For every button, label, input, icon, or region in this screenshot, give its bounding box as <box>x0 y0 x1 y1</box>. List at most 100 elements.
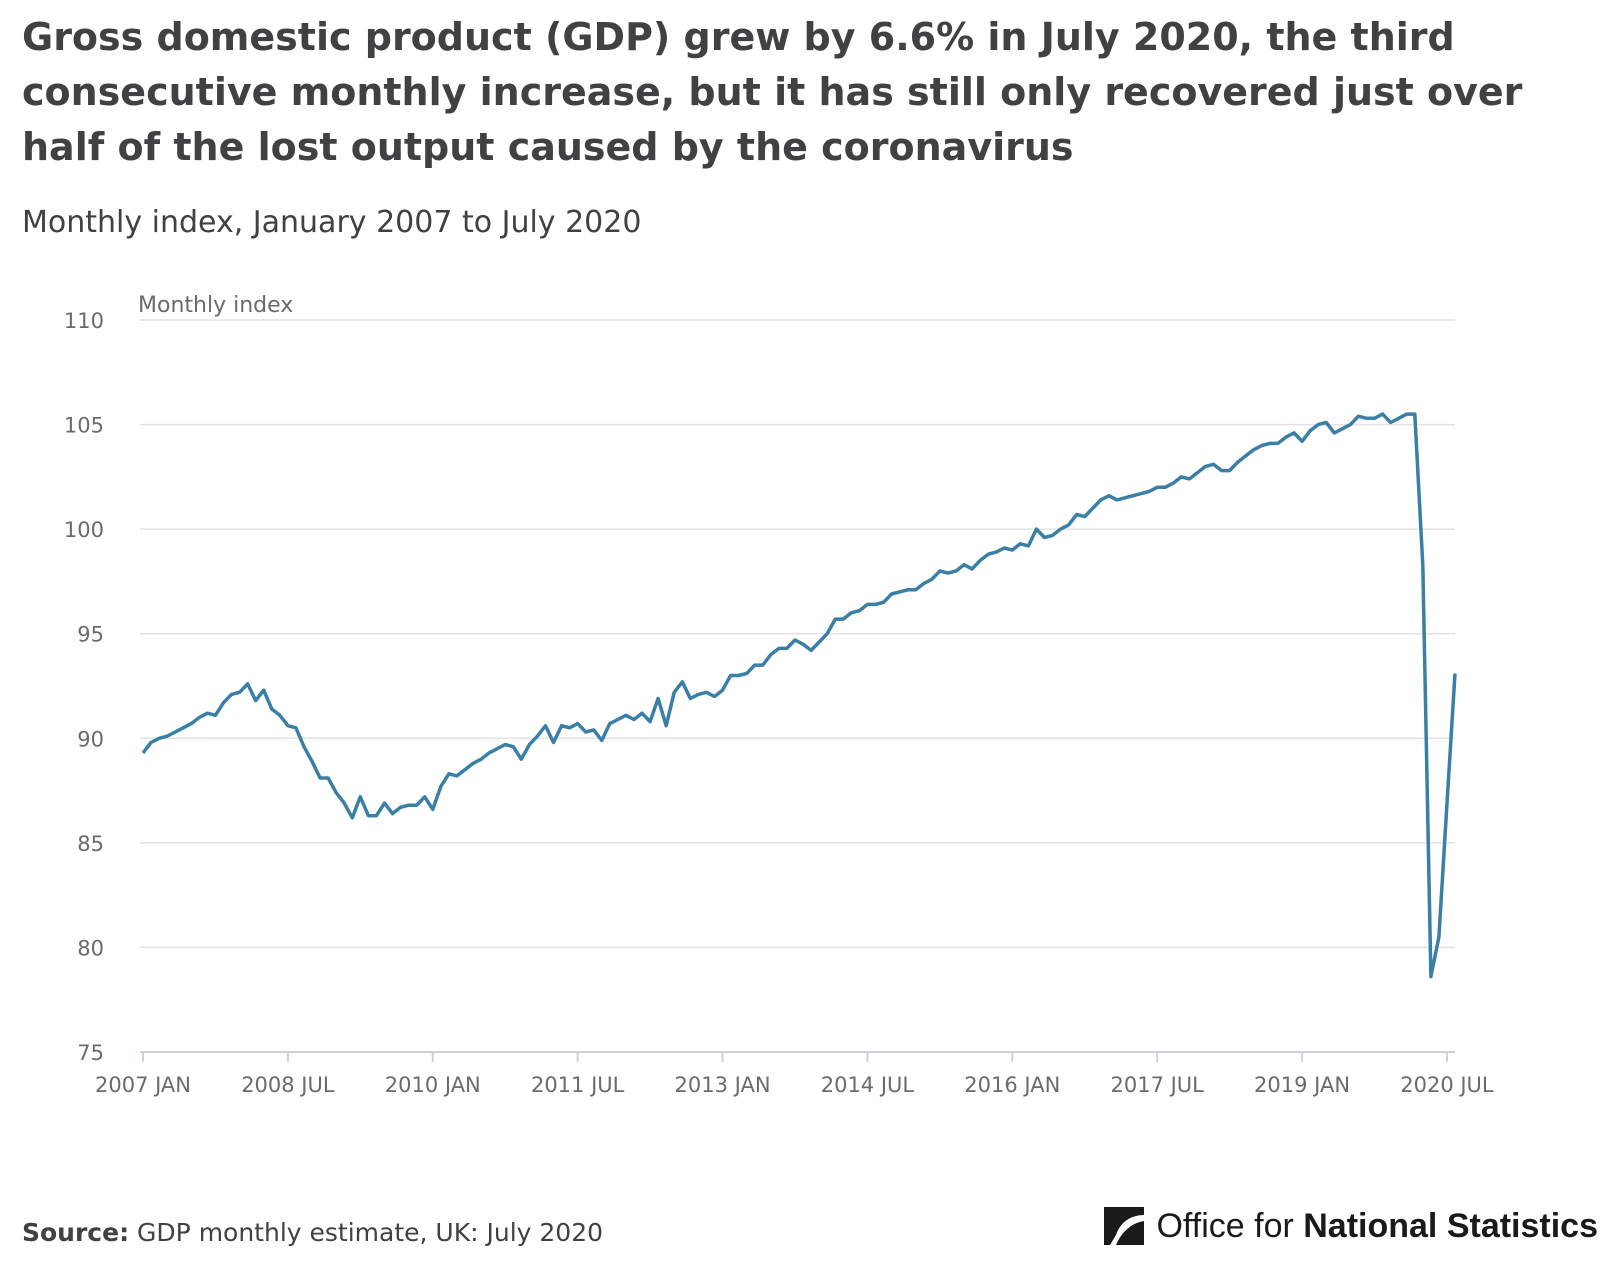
data-point <box>888 590 896 598</box>
data-point <box>260 686 268 694</box>
data-point <box>936 567 944 575</box>
data-point <box>421 793 429 801</box>
data-point <box>558 722 566 730</box>
data-point <box>807 646 815 654</box>
data-point <box>300 743 308 751</box>
data-point <box>944 569 952 577</box>
data-point <box>912 586 920 594</box>
data-point <box>1145 488 1153 496</box>
data-point <box>542 722 550 730</box>
data-point <box>139 749 147 757</box>
data-point <box>469 759 477 767</box>
data-point <box>348 814 356 822</box>
data-point <box>1129 492 1137 500</box>
ons-logo-text-bold: National Statistics <box>1303 1206 1598 1245</box>
data-point <box>171 728 179 736</box>
data-point <box>590 726 598 734</box>
data-point <box>1314 421 1322 429</box>
data-point <box>1041 534 1049 542</box>
source-note: Source: GDP monthly estimate, UK: July 2… <box>22 1218 603 1247</box>
data-point <box>1202 462 1210 470</box>
chart-subtitle: Monthly index, January 2007 to July 2020 <box>22 205 642 240</box>
data-point <box>606 720 614 728</box>
data-point <box>1242 452 1250 460</box>
data-point <box>1057 525 1065 533</box>
data-point <box>445 770 453 778</box>
data-point <box>791 636 799 644</box>
x-tick-label: 2007 JAN <box>95 1073 191 1097</box>
data-point <box>646 718 654 726</box>
data-point <box>1379 410 1387 418</box>
data-point <box>678 678 686 686</box>
data-point <box>147 739 155 747</box>
data-point <box>831 615 839 623</box>
data-point <box>509 743 517 751</box>
data-point <box>1081 513 1089 521</box>
data-point <box>437 782 445 790</box>
x-tick-label: 2008 JUL <box>241 1073 335 1097</box>
data-point <box>292 724 300 732</box>
y-tick-label: 110 <box>64 309 104 333</box>
data-point <box>984 550 992 558</box>
data-point <box>477 755 485 763</box>
y-tick-label: 85 <box>77 832 104 856</box>
data-point <box>574 720 582 728</box>
data-point <box>1419 561 1427 569</box>
data-point <box>694 690 702 698</box>
gridlines <box>140 319 1455 949</box>
data-point <box>1000 544 1008 552</box>
data-point <box>284 722 292 730</box>
data-point <box>686 695 694 703</box>
data-point <box>155 734 163 742</box>
data-point <box>775 644 783 652</box>
data-point <box>1193 469 1201 477</box>
data-point <box>799 640 807 648</box>
data-point <box>372 812 380 820</box>
data-point <box>1089 504 1097 512</box>
data-point <box>743 670 751 678</box>
data-point <box>992 548 1000 556</box>
data-point <box>1306 427 1314 435</box>
data-point <box>702 688 710 696</box>
data-point <box>1016 540 1024 548</box>
data-point <box>614 716 622 724</box>
data-point <box>397 803 405 811</box>
data-point <box>1274 439 1282 447</box>
data-point <box>413 801 421 809</box>
data-point <box>1121 494 1129 502</box>
data-point <box>179 724 187 732</box>
source-text: GDP monthly estimate, UK: July 2020 <box>137 1218 604 1247</box>
data-point <box>880 598 888 606</box>
data-point <box>727 672 735 680</box>
data-point <box>1371 414 1379 422</box>
data-point <box>1226 467 1234 475</box>
data-point <box>1387 419 1395 427</box>
data-point <box>1435 933 1443 941</box>
data-point <box>1411 410 1419 418</box>
ons-logo-text: Office for National Statistics <box>1156 1207 1598 1246</box>
x-tick-label: 2014 JUL <box>821 1073 915 1097</box>
y-tick-label: 80 <box>77 936 104 960</box>
data-point <box>1210 460 1218 468</box>
data-point <box>598 736 606 744</box>
data-point <box>1024 542 1032 550</box>
line-chart: 75 80 85 90 95 100 105 110 Monthly index 2007 J… <box>64 293 1494 1097</box>
ons-logo-icon <box>1104 1207 1145 1245</box>
data-point <box>1427 973 1435 981</box>
x-tick-label: 2017 JUL <box>1110 1073 1204 1097</box>
data-point <box>1097 496 1105 504</box>
data-point <box>1322 419 1330 427</box>
data-point <box>220 699 228 707</box>
data-point <box>896 588 904 596</box>
data-point <box>1153 483 1161 491</box>
data-point <box>316 774 324 782</box>
x-axis: 2007 JAN 2008 JUL 2010 JAN 2011 JUL 2013 JAN… <box>95 1051 1494 1097</box>
data-point <box>1290 429 1298 437</box>
data-point <box>952 567 960 575</box>
data-point <box>863 600 871 608</box>
data-point <box>1346 421 1354 429</box>
data-point <box>1137 490 1145 498</box>
data-point <box>1161 483 1169 491</box>
data-point <box>1363 414 1371 422</box>
data-point <box>1049 531 1057 539</box>
